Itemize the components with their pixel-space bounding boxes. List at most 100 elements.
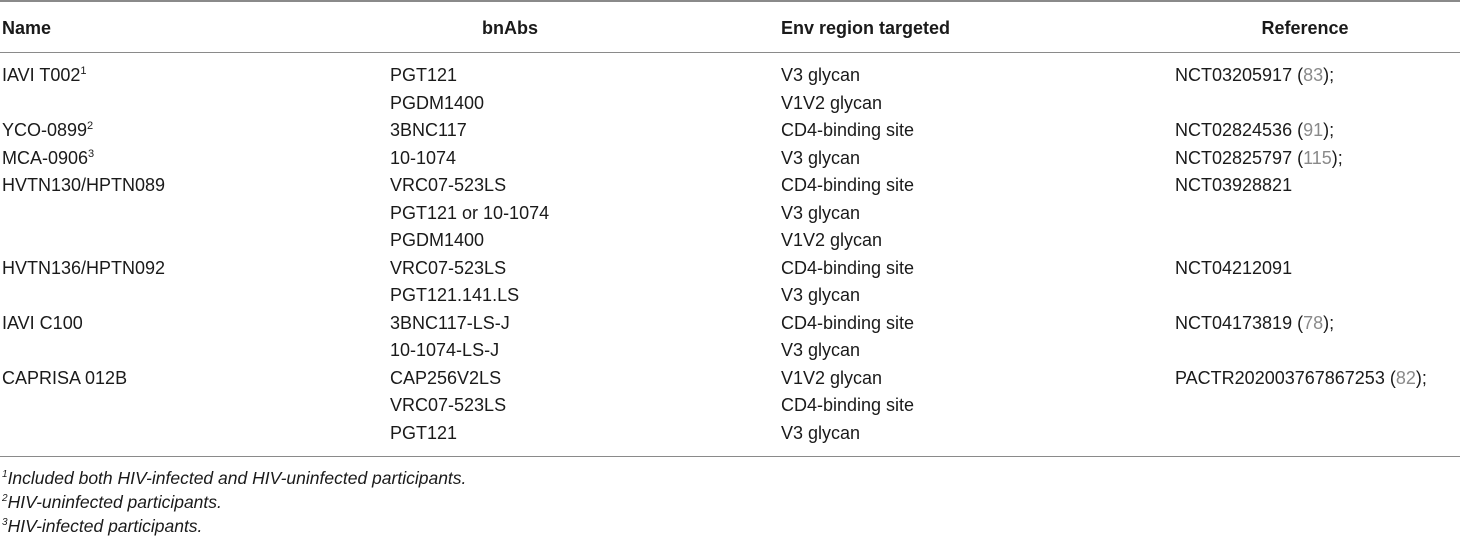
- cell-bnab: VRC07-523LS: [390, 395, 507, 415]
- header-rule: [0, 52, 1460, 53]
- footnote: 3HIV-infected participants.: [2, 514, 466, 538]
- citation-tail: );: [1415, 367, 1427, 388]
- table-bottom-rule: [0, 456, 1460, 457]
- citation-tail: );: [1323, 65, 1335, 85]
- table-row: 10-1074-LS-J V3 glycan: [0, 337, 1460, 365]
- cell-reference: NCT02825797 (115);: [1175, 147, 1343, 168]
- footnote-number: 2: [2, 493, 8, 504]
- reference-id: NCT04173819: [1175, 312, 1293, 333]
- cell-name-text: HVTN136/HPTN092: [2, 257, 166, 278]
- cell-name: IAVI C100: [2, 310, 83, 338]
- header-name: Name: [2, 18, 52, 38]
- cell-bnab: VRC07-523LS: [390, 257, 507, 278]
- cell-name-text: MCA-0906: [2, 147, 89, 168]
- cell-env-region: CD4-binding site: [781, 312, 915, 333]
- cell-bnab: 10-1074-LS-J: [390, 340, 500, 360]
- footnote-text: HIV-uninfected participants.: [7, 492, 222, 512]
- cell-reference: NCT04212091: [1175, 255, 1292, 283]
- table-row: PGDM1400 V1V2 glycan: [0, 90, 1460, 118]
- table-row: MCA-09063 10-1074 V3 glycan NCT02825797 (11…: [0, 145, 1460, 173]
- cell-bnab: PGT121.141.LS: [390, 285, 520, 305]
- cell-reference: NCT03928821: [1175, 172, 1292, 200]
- footnote-marker: 3: [88, 147, 95, 160]
- table-row: PGDM1400 V1V2 glycan: [0, 227, 1460, 255]
- reference-id: NCT03928821: [1175, 175, 1293, 195]
- cell-name-text: IAVI C100: [2, 312, 83, 333]
- cell-bnab: CAP256V2LS: [390, 367, 502, 388]
- table-header: Name bnAbs Env region targeted Reference: [0, 14, 1460, 42]
- cell-env-region: V1V2 glycan: [781, 92, 883, 113]
- citation-link[interactable]: 78: [1303, 312, 1324, 333]
- cell-env-region: V3 glycan: [781, 285, 861, 305]
- cell-reference: NCT03205917 (83);: [1175, 65, 1335, 85]
- cell-env-region: V1V2 glycan: [781, 367, 883, 388]
- table-row: PGT121 or 10-1074 V3 glycan: [0, 200, 1460, 228]
- cell-bnab: 3BNC117-LS-J: [390, 312, 510, 333]
- citation-link[interactable]: 115: [1303, 147, 1332, 168]
- cell-env-region: V3 glycan: [781, 65, 861, 85]
- cell-bnab: VRC07-523LS: [390, 175, 507, 195]
- reference-id: NCT03205917: [1175, 65, 1293, 85]
- cell-env-region: CD4-binding site: [781, 257, 915, 278]
- reference-id: NCT02824536: [1175, 120, 1293, 140]
- cell-name-text: IAVI T002: [2, 65, 81, 85]
- cell-env-region: CD4-binding site: [781, 175, 915, 195]
- cell-bnab: 3BNC117: [390, 120, 467, 140]
- cell-bnab: PGT121 or 10-1074: [390, 202, 550, 223]
- reference-id: NCT02825797: [1175, 147, 1293, 168]
- table-body: IAVI T0021 PGT121 V3 glycan NCT03205917 (83…: [0, 62, 1460, 447]
- table-row: IAVI T0021 PGT121 V3 glycan NCT03205917 (83…: [0, 62, 1460, 90]
- table-row: YCO-08992 3BNC117 CD4-binding site NCT02824…: [0, 117, 1460, 145]
- table-row: HVTN130/HPTN089 VRC07-523LS CD4-binding si…: [0, 172, 1460, 200]
- header-env-region: Env region targeted: [781, 18, 951, 38]
- cell-name: HVTN130/HPTN089: [2, 172, 165, 200]
- footnote-marker: 1: [80, 65, 87, 77]
- cell-env-region: CD4-binding site: [781, 120, 915, 140]
- cell-name-text: YCO-0899: [2, 120, 88, 140]
- footnote: 1Included both HIV-infected and HIV-unin…: [2, 466, 466, 490]
- footnote: 2HIV-uninfected participants.: [2, 490, 466, 514]
- table-row: HVTN136/HPTN092 VRC07-523LS CD4-binding si…: [0, 255, 1460, 283]
- table-top-rule: [0, 0, 1460, 2]
- cell-bnab: 10-1074: [390, 147, 457, 168]
- cell-name: YCO-08992: [2, 117, 93, 148]
- table-row: IAVI C100 3BNC117-LS-J CD4-binding site NCT…: [0, 310, 1460, 338]
- cell-name-text: HVTN130/HPTN089: [2, 175, 166, 195]
- citation-tail: );: [1323, 120, 1335, 140]
- citation-link[interactable]: 82: [1395, 367, 1416, 388]
- cell-env-region: V3 glycan: [781, 202, 861, 223]
- cell-bnab: PGDM1400: [390, 92, 485, 113]
- cell-reference: NCT02824536 (91);: [1175, 120, 1335, 140]
- citation-link[interactable]: 83: [1303, 65, 1324, 85]
- reference-id: NCT04212091: [1175, 257, 1293, 278]
- cell-env-region: V3 glycan: [781, 147, 861, 168]
- footnote-text: Included both HIV-infected and HIV-uninf…: [7, 468, 467, 488]
- cell-name: IAVI T0021: [2, 62, 87, 93]
- table-row: CAPRISA 012B CAP256V2LS V1V2 glycan PACTR20…: [0, 365, 1460, 393]
- cell-name: HVTN136/HPTN092: [2, 255, 165, 283]
- table-row: VRC07-523LS CD4-binding site: [0, 392, 1460, 420]
- cell-bnab: PGT121: [390, 65, 458, 85]
- cell-env-region: CD4-binding site: [781, 395, 915, 415]
- cell-name: MCA-09063: [2, 145, 94, 176]
- cell-env-region: V3 glycan: [781, 422, 861, 443]
- cell-reference: NCT04173819 (78);: [1175, 312, 1335, 333]
- footnote-text: HIV-infected participants.: [7, 516, 203, 536]
- citation-tail: );: [1331, 147, 1343, 168]
- citation-tail: );: [1323, 312, 1335, 333]
- footnote-marker: 2: [87, 120, 94, 132]
- cell-name-text: CAPRISA 012B: [2, 367, 128, 388]
- reference-id: PACTR202003767867253: [1175, 367, 1385, 388]
- citation-link[interactable]: 91: [1303, 120, 1324, 140]
- table-row: PGT121 V3 glycan: [0, 420, 1460, 448]
- footnotes: 1Included both HIV-infected and HIV-unin…: [2, 466, 466, 538]
- cell-bnab: PGDM1400: [390, 230, 485, 250]
- cell-env-region: V1V2 glycan: [781, 230, 883, 250]
- cell-bnab: PGT121: [390, 422, 458, 443]
- header-bnabs: bnAbs: [482, 18, 538, 38]
- cell-reference: PACTR202003767867253 (82);: [1175, 367, 1427, 388]
- footnote-number: 1: [2, 469, 8, 480]
- cell-name: CAPRISA 012B: [2, 365, 127, 393]
- table-row: PGT121.141.LS V3 glycan: [0, 282, 1460, 310]
